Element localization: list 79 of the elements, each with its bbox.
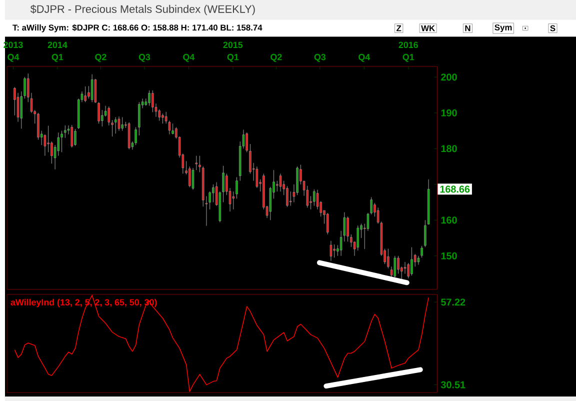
candlestick xyxy=(20,90,23,129)
candlestick xyxy=(121,116,124,131)
text: . xyxy=(524,27,526,29)
candlestick xyxy=(330,240,332,261)
text: WK xyxy=(421,25,436,31)
chart-title: $DJPR - Precious Metals Subindex (WEEKLY) xyxy=(30,4,255,15)
candlestick xyxy=(24,76,26,99)
candlestick xyxy=(212,184,214,202)
x-tick-label: Q2 xyxy=(270,54,282,62)
candlestick xyxy=(44,134,46,156)
candlestick xyxy=(148,90,150,106)
candlestick xyxy=(172,123,174,134)
x-tick-label: Q4 xyxy=(8,54,20,62)
candlestick xyxy=(232,191,235,210)
candlestick xyxy=(394,255,396,279)
candlestick xyxy=(37,112,40,140)
x-tick-label: Q2 xyxy=(95,54,106,62)
candlestick xyxy=(410,246,413,276)
x-tick-label: Q3 xyxy=(138,54,150,62)
candlestick xyxy=(333,244,336,258)
y-tick-label: 150 xyxy=(441,252,457,260)
y-tick-label: 30.51 xyxy=(440,381,466,388)
candlestick xyxy=(118,116,120,131)
candlestick xyxy=(114,116,117,134)
candlestick xyxy=(313,188,316,206)
y-tick-label: 200 xyxy=(441,73,457,80)
text: Sym xyxy=(494,24,512,32)
candlestick xyxy=(346,216,349,242)
candlestick xyxy=(326,212,329,234)
candlestick xyxy=(424,220,426,247)
x2-tick-label: 2016 xyxy=(398,41,418,48)
candlestick xyxy=(98,102,100,124)
candlestick xyxy=(90,74,94,102)
candlestick xyxy=(111,120,114,136)
candlestick xyxy=(162,113,164,124)
candlestick xyxy=(64,124,66,138)
y-tick-label: 57.22 xyxy=(441,298,466,306)
candlestick xyxy=(195,155,198,170)
x-tick-label: Q1 xyxy=(402,54,414,62)
text: Z xyxy=(396,25,402,31)
x2-tick-label: 2014 xyxy=(48,41,68,48)
candlestick xyxy=(420,245,423,258)
x-tick-label: Q4 xyxy=(183,54,195,62)
x2-tick-label: 2015 xyxy=(223,41,243,48)
candlestick xyxy=(356,224,360,251)
candlestick xyxy=(249,143,252,174)
candlestick xyxy=(192,167,194,190)
candlestick xyxy=(256,166,258,188)
candlestick xyxy=(286,186,288,207)
candlestick xyxy=(94,78,97,103)
candlestick xyxy=(236,176,238,199)
text: N xyxy=(465,25,470,31)
x-tick-label: Q3 xyxy=(314,54,326,62)
candlestick xyxy=(188,166,191,188)
candlestick xyxy=(16,92,20,122)
candlestick xyxy=(407,262,410,278)
candlestick xyxy=(279,173,282,192)
candlestick xyxy=(84,86,86,102)
candlestick xyxy=(108,106,110,126)
candlestick xyxy=(60,130,63,152)
y-tick-label: 190 xyxy=(441,109,457,116)
candlestick xyxy=(138,102,140,136)
x-tick-label: Q1 xyxy=(227,54,239,62)
annotation: 168.66 xyxy=(440,185,470,192)
candlestick xyxy=(246,132,248,152)
y-tick-label: 160 xyxy=(441,216,457,224)
candlestick xyxy=(306,185,309,208)
candlestick xyxy=(70,124,73,148)
x-tick-label: Q4 xyxy=(358,54,370,62)
chart-subtitle: T: aWilly Sym: $DJPR C: 168.66 O: 158.88 H: 171.40 BL: 158.74 xyxy=(12,24,262,32)
candlestick xyxy=(74,128,76,146)
candlestick xyxy=(198,155,201,172)
text: S xyxy=(550,25,556,31)
y-tick-label: 180 xyxy=(441,144,457,152)
candlestick xyxy=(134,126,137,146)
candlestick xyxy=(350,234,352,247)
candlestick xyxy=(47,125,50,152)
x-tick-label: Q1 xyxy=(52,54,64,62)
candlestick xyxy=(397,255,400,274)
